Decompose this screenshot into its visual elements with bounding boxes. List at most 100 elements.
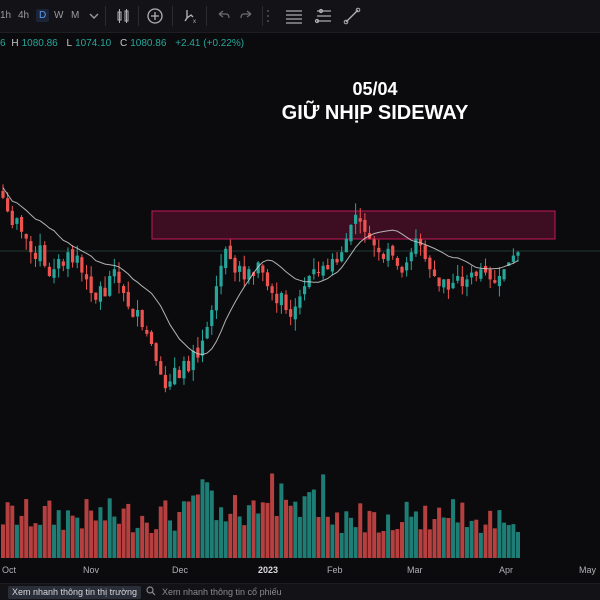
timeframe-w[interactable]: W [54, 10, 64, 21]
candle-body [414, 238, 418, 254]
candle-body [182, 361, 186, 379]
ohlc-change: +2.41 (+0.22%) [175, 38, 245, 49]
timeframe-m[interactable]: M [71, 10, 80, 21]
candle-body [289, 309, 293, 317]
volume-bar [28, 526, 33, 558]
candlestick-type-icon[interactable] [113, 6, 133, 26]
timeframe-d[interactable]: D [36, 9, 50, 22]
volume-bar [381, 531, 386, 558]
volume-bar [474, 519, 479, 558]
volume-bar [154, 529, 159, 558]
moving-average-line [2, 187, 519, 356]
candle-body [316, 272, 321, 274]
candle-body [10, 210, 14, 225]
trend-line-icon[interactable] [342, 6, 362, 26]
fib-tool-icon[interactable] [313, 6, 333, 26]
volume-bar [168, 520, 173, 558]
candle-body [451, 282, 455, 289]
candle-body [344, 238, 348, 253]
replay-icon[interactable]: x [180, 6, 200, 26]
price-chart[interactable] [0, 33, 600, 563]
volume-bar [140, 515, 145, 558]
volume-bar [302, 496, 307, 558]
candle-body [270, 286, 274, 293]
candle-body [191, 350, 195, 371]
candle-body [224, 248, 228, 269]
tab-stock-overview[interactable]: Xem nhanh thông tin cổ phiếu [146, 586, 282, 599]
tab-stock-label: Xem nhanh thông tin cổ phiếu [162, 587, 282, 597]
top-toolbar: 1h 4h D W M x [0, 0, 600, 33]
volume-bar [256, 513, 261, 558]
x-axis-label: Nov [83, 565, 100, 575]
candle-body [516, 252, 520, 256]
volume-bar [437, 507, 442, 558]
volume-bar [84, 499, 89, 558]
volume-bar [441, 517, 446, 558]
candle-body [117, 271, 121, 283]
volume-bar [214, 520, 219, 558]
toolbar-divider [105, 6, 106, 26]
candle-body [145, 329, 149, 334]
toolbar-divider [138, 6, 139, 26]
candle-body [154, 343, 158, 361]
resistance-zone [151, 210, 556, 240]
volume-bar [181, 501, 186, 558]
candle-body [251, 272, 256, 276]
volume-bar [330, 524, 335, 558]
volume-bar [93, 520, 98, 558]
tab-market-overview[interactable]: Xem nhanh thông tin thị trường [8, 586, 142, 599]
headline-title: GIỮ NHỊP SIDEWAY [281, 102, 469, 124]
volume-bar [172, 530, 177, 558]
time-axis[interactable]: Oct Nov Dec 2023 Feb Mar Apr May [0, 562, 600, 578]
candle-body [381, 253, 386, 259]
timeframe-1h[interactable]: 1h [0, 10, 12, 21]
candle-body [1, 191, 5, 198]
volume-bar [386, 514, 391, 558]
search-icon [146, 586, 156, 596]
undo-icon[interactable] [213, 6, 233, 26]
ohlc-low-value: 1074.10 [75, 38, 112, 49]
ohlc-high-value: 1080.86 [21, 38, 58, 49]
x-axis-label: Mar [407, 565, 423, 575]
volume-bar [65, 510, 70, 558]
volume-bar [427, 529, 432, 558]
volume-bar [130, 532, 135, 558]
candle-body [428, 257, 432, 270]
volume-bar [246, 505, 251, 558]
volume-bar [42, 505, 47, 558]
candle-body [377, 247, 381, 253]
volume-bar [89, 510, 94, 558]
candle-body [497, 276, 502, 287]
layout-grid-icon[interactable] [262, 6, 282, 26]
candle-body [321, 265, 325, 276]
timeframe-4h[interactable]: 4h [18, 10, 30, 21]
volume-bar [325, 516, 330, 558]
candle-body [326, 265, 330, 270]
candle-body [460, 276, 464, 287]
x-axis-label: Feb [327, 565, 343, 575]
candle-body [456, 276, 460, 281]
volume-bar [502, 522, 507, 558]
volume-bar [516, 531, 520, 558]
volume-bar [5, 502, 10, 558]
candle-body [470, 272, 474, 278]
candle-body [284, 294, 288, 310]
volume-bar [135, 527, 140, 558]
candle-body [29, 241, 33, 253]
redo-icon[interactable] [237, 6, 257, 26]
chart-headline: 05/04 GIỮ NHỊP SIDEWAY [250, 78, 500, 126]
headline-date: 05/04 [352, 79, 398, 99]
horizontal-lines-icon[interactable] [284, 6, 304, 26]
volume-bar [219, 507, 224, 558]
toolbar-divider [262, 6, 263, 26]
candle-body [335, 258, 339, 263]
add-indicator-icon[interactable] [145, 6, 165, 26]
volume-bar [232, 495, 237, 558]
volume-bar [469, 520, 474, 558]
chevron-down-icon[interactable] [84, 6, 104, 26]
volume-bar [274, 515, 279, 558]
candle-body [75, 255, 79, 263]
volume-bar [418, 529, 423, 558]
candle-body [94, 292, 98, 300]
volume-bar [372, 512, 377, 558]
